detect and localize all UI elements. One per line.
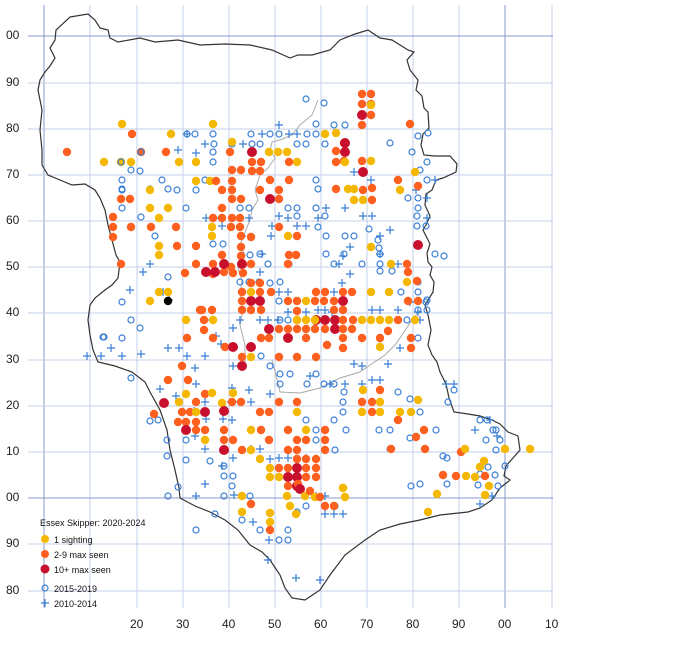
orange-dot-icon [40,549,54,561]
blue-plus-icon [40,598,54,610]
y-axis-label: 10 [6,444,20,458]
y-axis-label: 80 [6,583,20,597]
x-axis-label: 10 [545,617,559,631]
yellow-dot-icon [40,534,54,546]
y-axis-label: 90 [6,75,20,89]
legend-item-2-9: 2-9 max seen [40,547,146,562]
x-axis-label: 00 [498,617,512,631]
blue-circle-icon [40,583,54,595]
x-axis-label: 70 [360,617,374,631]
x-axis-label: 50 [268,617,282,631]
y-axis-label: 50 [6,259,20,273]
legend: Essex Skipper: 2020-2024 1 sighting 2-9 … [40,518,146,611]
x-axis-label: 30 [176,617,190,631]
sighting-points [62,89,535,584]
legend-item-2015-2019: 2015-2019 [40,581,146,596]
y-axis-label: 90 [6,536,20,550]
y-axis-label: 70 [6,167,20,181]
y-axis-label: 20 [6,398,20,412]
x-axis-label: 90 [452,617,466,631]
x-axis-label: 60 [314,617,328,631]
y-axis-label: 30 [6,352,20,366]
y-axis-label: 60 [6,213,20,227]
y-axis-label: 00 [6,28,20,42]
x-axis-label: 40 [222,617,236,631]
x-axis-label: 20 [130,617,144,631]
county-outline [37,13,521,601]
x-axis-label: 80 [406,617,420,631]
y-axis-label: 80 [6,121,20,135]
legend-item-10-plus: 10+ max seen [40,562,146,577]
y-axis-label: 00 [6,490,20,504]
legend-title: Essex Skipper: 2020-2024 [40,518,146,528]
legend-item-1-sighting: 1 sighting [40,532,146,547]
y-axis-label: 40 [6,305,20,319]
legend-item-2010-2014: 2010-2014 [40,596,146,611]
red-dot-icon [40,564,54,576]
